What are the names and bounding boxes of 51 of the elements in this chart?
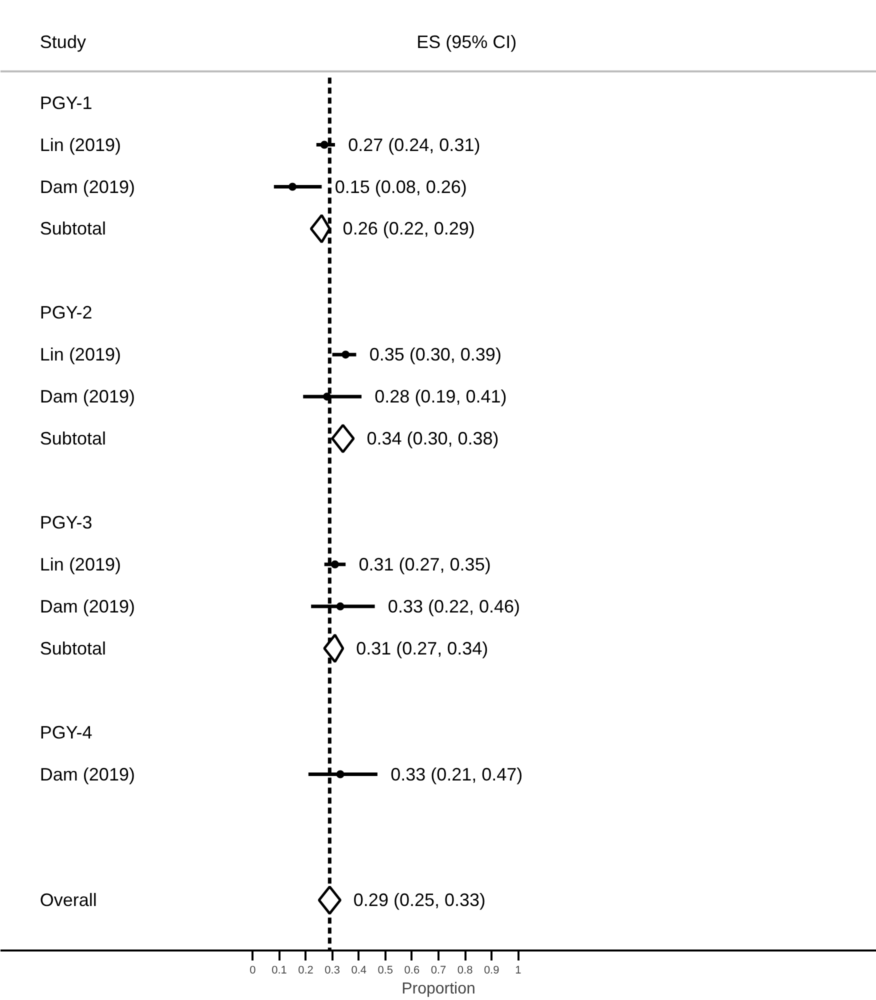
point	[331, 424, 355, 454]
data-label: 0.29 (0.25, 0.33)	[353, 890, 486, 910]
y-tick-label: PGY-4	[40, 722, 92, 742]
x-tick-label: 0.9	[484, 964, 500, 976]
y-tick-label: Lin (2019)	[40, 344, 121, 365]
point	[342, 350, 350, 359]
point	[310, 214, 331, 244]
data-label: 0.33 (0.22, 0.46)	[388, 596, 520, 616]
point	[336, 602, 344, 610]
point	[320, 140, 328, 149]
data-label: 0.35 (0.30, 0.39)	[369, 344, 502, 365]
y-tick-label: PGY-2	[40, 302, 92, 323]
y-tick-label: Dam (2019)	[40, 596, 135, 616]
y-tick-label: Lin (2019)	[40, 134, 121, 155]
y-tick-label: Lin (2019)	[40, 554, 121, 574]
x-tick-label: 0.3	[324, 964, 340, 976]
data-label: 0.31 (0.27, 0.35)	[358, 554, 491, 574]
data-label: 0.33 (0.21, 0.47)	[390, 764, 523, 784]
x-tick-label: 0	[250, 964, 256, 976]
data-label: 0.31 (0.27, 0.34)	[356, 638, 488, 658]
x-tick-label: 0.4	[351, 964, 367, 976]
data-label: 0.28 (0.19, 0.41)	[374, 386, 507, 407]
x-tick-label: 1	[515, 964, 522, 976]
point	[330, 560, 339, 568]
x-tick-label: 0.8	[457, 964, 473, 976]
point	[288, 182, 296, 191]
x-tick-label: 0.2	[298, 964, 314, 976]
text: ES (95% CI)	[416, 32, 517, 52]
point	[318, 885, 342, 915]
x-tick-label: 0.7	[430, 964, 446, 976]
y-tick-label: Dam (2019)	[40, 176, 135, 197]
data-label: 0.26 (0.22, 0.29)	[342, 218, 475, 239]
y-tick-label: Subtotal	[40, 638, 106, 658]
x-tick-label: 0.5	[378, 964, 394, 976]
y-tick-label: Dam (2019)	[40, 764, 135, 784]
y-tick-label: Subtotal	[40, 428, 106, 449]
data-label: 0.15 (0.08, 0.26)	[334, 176, 467, 197]
y-tick-label: Overall	[40, 890, 97, 910]
y-tick-label: PGY-3	[40, 512, 92, 532]
x-axis-title: Proportion	[402, 980, 476, 998]
point	[323, 392, 332, 401]
x-tick-label: 0.6	[404, 964, 420, 976]
point	[336, 770, 344, 778]
x-tick-label: 0.1	[272, 964, 287, 976]
y-tick-label: Dam (2019)	[40, 386, 135, 407]
y-tick-label: PGY-1	[40, 92, 92, 113]
y-tick-label: Subtotal	[40, 218, 106, 239]
data-label: 0.34 (0.30, 0.38)	[366, 428, 499, 449]
point	[323, 634, 344, 664]
data-label: 0.27 (0.24, 0.31)	[348, 134, 480, 155]
text: Study	[40, 32, 86, 52]
